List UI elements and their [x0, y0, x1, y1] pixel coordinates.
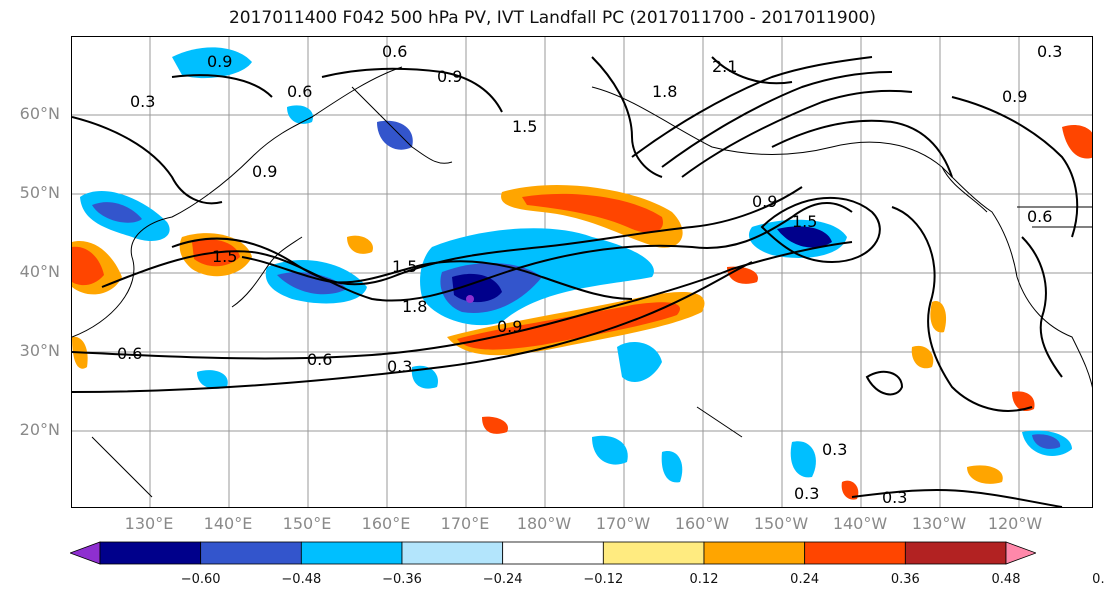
contour-label: 0.6	[382, 42, 407, 61]
contour-label: 0.9	[207, 52, 232, 71]
contour-label: 0.6	[117, 344, 142, 363]
colorbar-cell	[602, 541, 705, 565]
lat-label: 50°N	[19, 183, 60, 202]
colorbar-cell	[904, 541, 1007, 565]
map-panel: 0.3 0.6 0.9 1.5 1.8 2.1 1.5 0.9 0.6 0.3 …	[71, 36, 1093, 508]
lon-label: 160°E	[361, 514, 411, 533]
contour-label: 1.8	[402, 297, 427, 316]
contour-label: 0.9	[752, 192, 777, 211]
map-canvas: 0.3 0.6 0.9 1.5 1.8 2.1 1.5 0.9 0.6 0.3 …	[72, 37, 1092, 507]
colorbar-cell	[703, 541, 806, 565]
lon-label: 150°E	[282, 514, 332, 533]
lat-label: 30°N	[19, 341, 60, 360]
colorbar-tick-label: 0.36	[890, 572, 920, 587]
lon-label: 140°E	[203, 514, 253, 533]
contour-label: 0.3	[130, 92, 155, 111]
lon-label: 130°E	[124, 514, 174, 533]
contour-label: 0.6	[287, 82, 312, 101]
colorbar-cell	[200, 541, 302, 565]
lon-label: 140°W	[832, 514, 888, 533]
lat-label: 20°N	[19, 420, 60, 439]
contour-label: 0.6	[307, 350, 332, 369]
colorbar-cell	[70, 541, 101, 565]
contour-label-group: 0.3 0.6 0.9 1.5 1.8 2.1 1.5 0.9 0.6 0.3 …	[117, 42, 1062, 507]
contour-label: 0.3	[794, 484, 819, 503]
lon-label: 130°W	[911, 514, 967, 533]
colorbar-cell	[804, 541, 906, 565]
coastlines	[72, 66, 1092, 498]
colorbar-cell	[401, 541, 504, 565]
lon-label: 170°E	[440, 514, 490, 533]
contour-label: 1.5	[792, 212, 817, 231]
colorbar-tick-label: −0.60	[180, 572, 221, 587]
colorbar-tick-label: 0.48	[991, 572, 1021, 587]
lon-label: 180°W	[516, 514, 572, 533]
lon-label: 160°W	[674, 514, 730, 533]
pv-contours	[72, 56, 1079, 507]
contour-label: 1.8	[652, 82, 677, 101]
colorbar-tick-label: −0.24	[482, 572, 523, 587]
contour-label: 0.9	[437, 67, 462, 86]
colorbar-tick-label: 0.60	[1092, 572, 1105, 587]
contour-label: 2.1	[712, 57, 737, 76]
positive-anomaly-shading	[72, 125, 1092, 500]
colorbar-cell	[502, 541, 604, 565]
contour-label: 0.3	[1037, 42, 1062, 61]
colorbar-tick-label: −0.48	[281, 572, 322, 587]
negative-anomaly-shading	[80, 47, 1072, 483]
lon-label: 120°W	[987, 514, 1043, 533]
map-title: 2017011400 F042 500 hPa PV, IVT Landfall…	[228, 8, 876, 28]
contour-label: 1.5	[212, 247, 237, 266]
lon-label: 150°W	[753, 514, 809, 533]
contour-label: 1.5	[512, 117, 537, 136]
lon-label: 170°W	[595, 514, 651, 533]
contour-label: 0.3	[822, 440, 847, 459]
colorbar-cell	[300, 541, 403, 565]
contour-label: 1.5	[392, 257, 417, 276]
contour-label: 0.3	[882, 488, 907, 507]
lat-label: 40°N	[19, 262, 60, 281]
contour-label: 0.3	[387, 357, 412, 376]
colorbar-cell	[99, 541, 202, 565]
colorbar-cell	[1005, 541, 1036, 565]
contour-label: 0.9	[252, 162, 277, 181]
colorbar-tick-label: 0.12	[689, 572, 719, 587]
contour-label: 0.9	[1002, 87, 1027, 106]
graticule	[72, 37, 1092, 507]
contour-label: 0.9	[497, 317, 522, 336]
colorbar	[70, 541, 1036, 565]
colorbar-tick-label: 0.24	[790, 572, 820, 587]
colorbar-tick-label: −0.36	[382, 572, 422, 587]
lat-label: 60°N	[19, 104, 60, 123]
colorbar-cells	[70, 541, 1036, 565]
colorbar-tick-label: −0.12	[583, 572, 624, 587]
contour-label: 0.6	[1027, 207, 1052, 226]
